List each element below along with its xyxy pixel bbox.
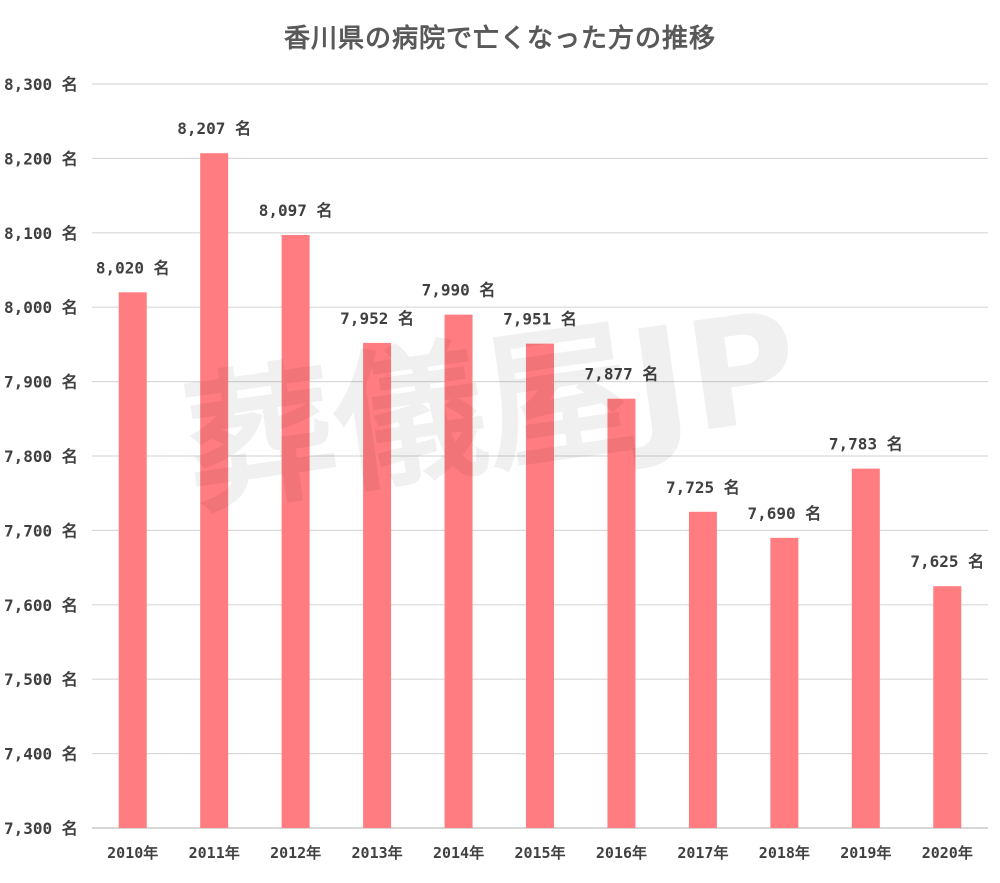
y-tick-label: 7,900 名 [4,373,78,392]
y-tick-label: 7,400 名 [4,745,78,764]
bar [933,586,962,828]
bar [526,343,554,828]
data-label: 7,951 名 [503,310,577,329]
x-tick-label: 2011年 [189,844,240,862]
x-tick-label: 2019年 [840,844,891,862]
bar [770,537,799,828]
x-axis-tick-labels: 2010年 2011年 2012年 2013年 2014年 2015年 2016年 2017年… [107,844,973,862]
bar [281,235,310,829]
x-tick-label: 2012年 [270,844,321,862]
x-tick-label: 2016年 [596,844,647,862]
x-tick-label: 2018年 [759,844,810,862]
data-label: 7,952 名 [340,309,414,328]
chart-title: 香川県の病院で亡くなった方の推移 [283,24,716,54]
bar [363,342,392,828]
data-label: 7,690 名 [747,504,821,523]
y-tick-label: 7,600 名 [4,596,78,615]
data-label: 7,990 名 [422,281,496,300]
data-label: 7,725 名 [666,478,740,497]
y-tick-label: 7,800 名 [4,447,78,466]
bar [444,314,473,828]
data-labels: 8,020 名 8,207 名 8,097 名 7,952 名 7,990 名 7,951… [96,119,984,571]
bars [118,153,962,829]
bar [688,511,717,828]
y-axis-tick-labels: 7,300 名 7,400 名 7,500 名 7,600 名 7,700 名 7,800… [4,75,78,838]
bar [200,153,229,828]
data-label: 8,207 名 [177,119,251,138]
y-tick-label: 7,300 名 [4,819,78,838]
data-label: 8,020 名 [96,258,170,277]
y-tick-label: 7,700 名 [4,521,78,540]
x-tick-label: 2014年 [433,844,484,862]
x-tick-label: 2020年 [922,844,973,862]
y-tick-label: 8,000 名 [4,298,78,317]
y-tick-label: 8,200 名 [4,149,78,168]
data-label: 7,877 名 [585,365,659,384]
x-tick-label: 2013年 [352,844,403,862]
x-tick-label: 2010年 [107,844,158,862]
x-tick-label: 2017年 [677,844,728,862]
bar [607,398,636,828]
y-tick-label: 7,500 名 [4,670,78,689]
y-tick-label: 8,100 名 [4,224,78,243]
data-label: 8,097 名 [259,201,333,220]
y-tick-label: 8,300 名 [4,75,78,94]
bar [118,292,147,828]
data-label: 7,783 名 [829,435,903,454]
data-label: 7,625 名 [910,552,984,571]
bar [851,468,880,828]
x-tick-label: 2015年 [514,844,565,862]
